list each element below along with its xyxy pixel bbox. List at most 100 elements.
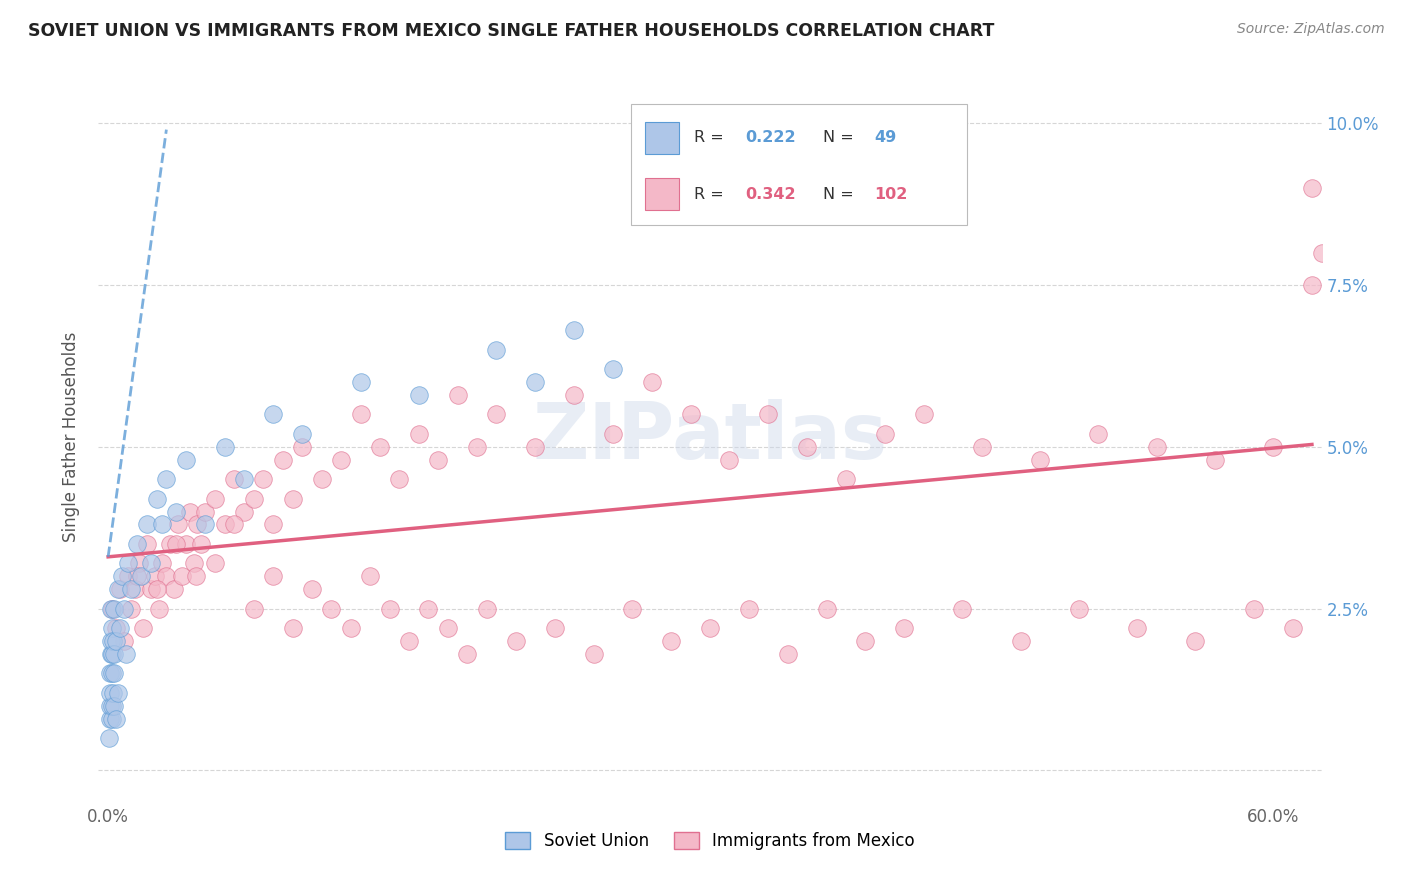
Point [418, 601, 440, 615]
Point [103, 698, 125, 713]
Point [349, 375, 371, 389]
Point [145, 582, 167, 597]
Point [104, 621, 127, 635]
Point [271, 452, 294, 467]
Point [107, 686, 129, 700]
Point [111, 569, 134, 583]
Point [129, 569, 152, 583]
Point [641, 375, 664, 389]
Point [349, 408, 371, 422]
Point [368, 440, 391, 454]
Point [408, 388, 430, 402]
Point [98, 698, 121, 713]
Point [262, 408, 284, 422]
Point [104, 634, 127, 648]
Point [100, 634, 122, 648]
Point [101, 601, 124, 615]
Point [101, 698, 124, 713]
Text: R =: R = [695, 130, 728, 145]
Point [101, 647, 124, 661]
Y-axis label: Single Father Households: Single Father Households [62, 332, 80, 542]
Point [127, 569, 149, 583]
Point [143, 569, 166, 583]
Point [179, 504, 201, 518]
Point [291, 426, 314, 441]
Text: SOVIET UNION VS IMMIGRANTS FROM MEXICO SINGLE FATHER HOUSEHOLDS CORRELATION CHAR: SOVIET UNION VS IMMIGRANTS FROM MEXICO S… [28, 22, 994, 40]
Point [194, 504, 217, 518]
Point [475, 601, 498, 615]
Point [112, 634, 135, 648]
Point [1087, 426, 1109, 441]
Point [152, 557, 174, 571]
Point [100, 686, 122, 700]
Point [1301, 277, 1323, 292]
Point [602, 362, 624, 376]
Point [485, 343, 508, 357]
Text: N =: N = [823, 186, 859, 202]
Point [98, 712, 121, 726]
Point [446, 388, 468, 402]
Point [233, 504, 256, 518]
Point [301, 582, 323, 597]
Point [1301, 181, 1323, 195]
Point [127, 537, 149, 551]
Point [165, 504, 187, 518]
Point [699, 621, 721, 635]
Point [155, 472, 177, 486]
Point [100, 712, 122, 726]
Point [1010, 634, 1032, 648]
Point [214, 517, 236, 532]
Point [108, 621, 131, 635]
Point [796, 440, 818, 454]
Point [242, 491, 264, 506]
Point [873, 426, 896, 441]
Point [1146, 440, 1168, 454]
Point [408, 426, 430, 441]
Point [456, 647, 478, 661]
Point [281, 621, 304, 635]
Bar [645, 122, 679, 154]
Point [100, 647, 122, 661]
Point [262, 569, 284, 583]
Text: Source: ZipAtlas.com: Source: ZipAtlas.com [1237, 22, 1385, 37]
Point [112, 601, 135, 615]
Point [152, 517, 174, 532]
Point [893, 621, 915, 635]
Point [679, 408, 702, 422]
Point [174, 452, 197, 467]
Point [107, 582, 129, 597]
Point [465, 440, 488, 454]
Bar [645, 178, 679, 211]
Point [183, 557, 205, 571]
Point [136, 537, 159, 551]
Point [1281, 621, 1303, 635]
Point [101, 686, 124, 700]
Point [117, 557, 139, 571]
Point [776, 647, 799, 661]
Point [103, 601, 125, 615]
Point [562, 323, 585, 337]
Point [155, 569, 177, 583]
Point [165, 537, 187, 551]
Point [815, 601, 838, 615]
Point [124, 582, 146, 597]
Point [262, 517, 284, 532]
FancyBboxPatch shape [630, 104, 967, 225]
Point [524, 375, 547, 389]
Point [98, 666, 121, 681]
Point [1029, 452, 1052, 467]
Point [174, 537, 197, 551]
Point [117, 569, 139, 583]
Point [159, 537, 181, 551]
Point [252, 472, 274, 486]
Point [136, 517, 159, 532]
Point [1204, 452, 1226, 467]
Point [1184, 634, 1206, 648]
Point [912, 408, 935, 422]
Point [1126, 621, 1149, 635]
Point [148, 601, 170, 615]
Point [340, 621, 363, 635]
Point [602, 426, 624, 441]
Point [562, 388, 585, 402]
Point [437, 621, 460, 635]
